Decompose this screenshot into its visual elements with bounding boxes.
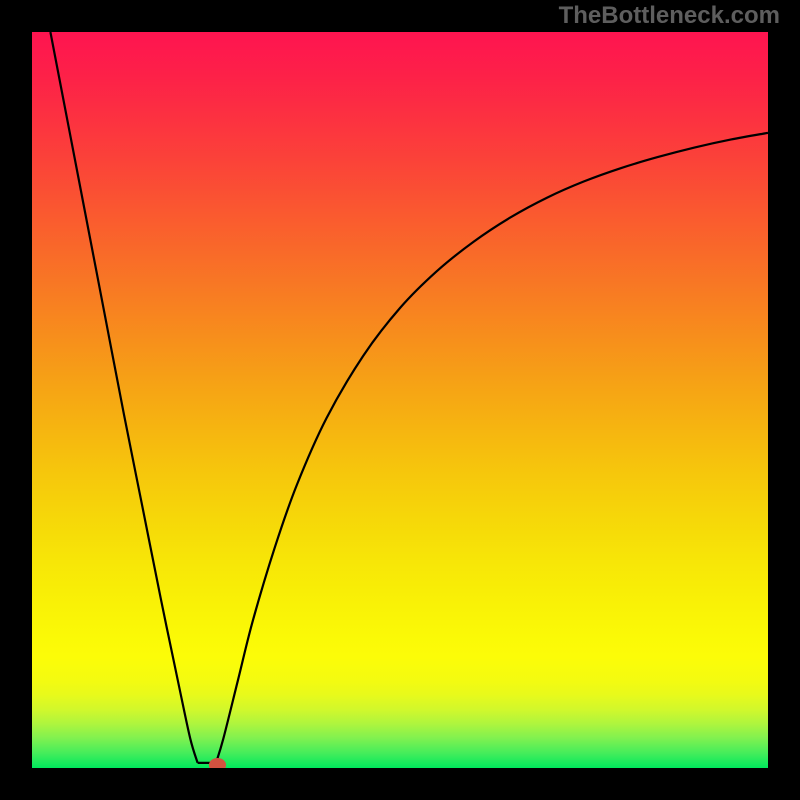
chart-frame: TheBottleneck.com [0,0,800,800]
plot-background [32,32,768,768]
watermark-text: TheBottleneck.com [559,2,780,30]
bottleneck-chart [0,0,800,800]
